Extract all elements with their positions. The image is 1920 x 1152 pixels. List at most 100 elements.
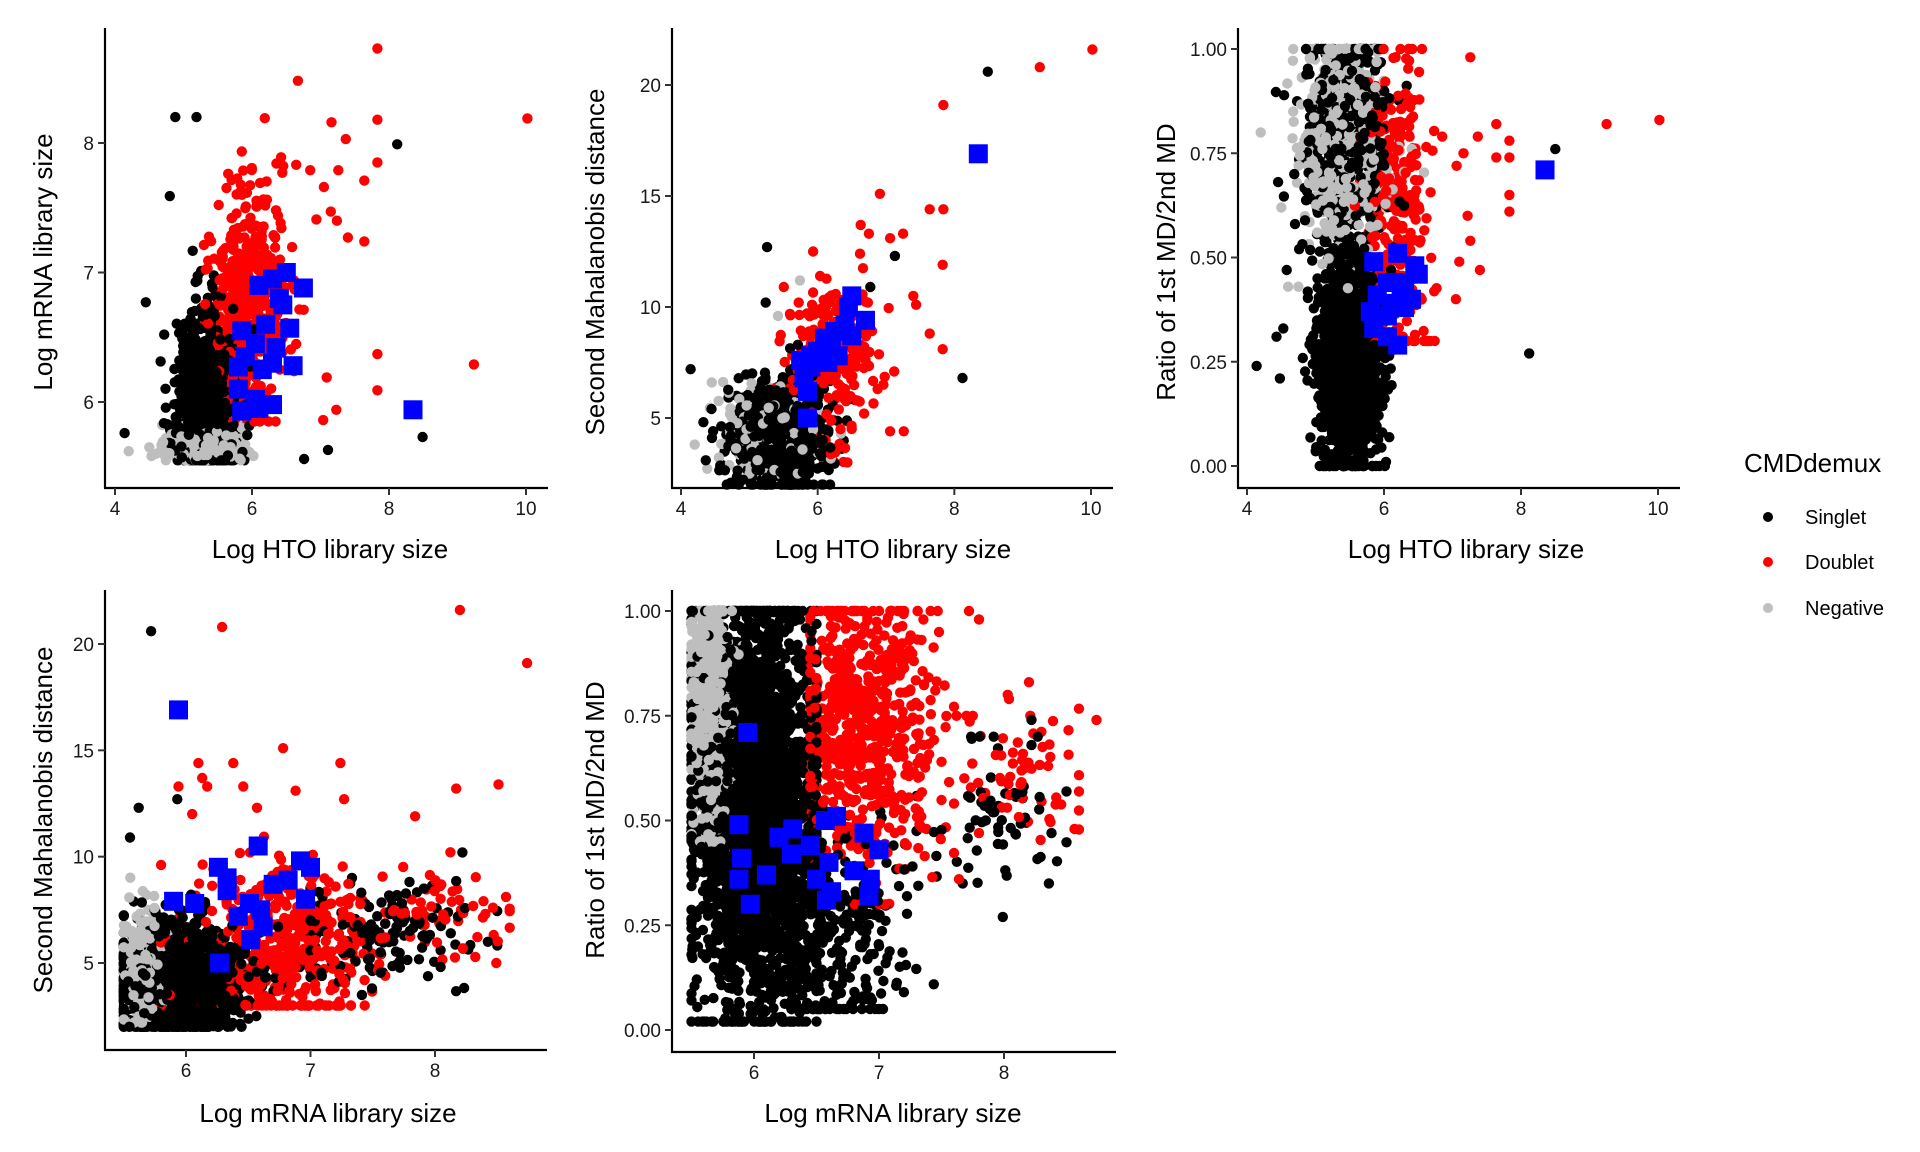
point-singlet (215, 334, 226, 345)
point-negative (746, 378, 757, 389)
point-singlet (865, 281, 876, 293)
point-singlet (778, 387, 789, 398)
point-doublet (372, 43, 383, 54)
point-singlet (760, 374, 771, 386)
y-tick-label: 7 (83, 264, 94, 285)
point-doublet (270, 205, 282, 216)
highlight-square (256, 314, 276, 334)
point-singlet (761, 393, 772, 404)
point-doublet (235, 179, 246, 190)
point-doublet (820, 301, 832, 312)
point-doublet (857, 263, 869, 274)
point-doublet (937, 259, 948, 270)
point-singlet (1302, 286, 1314, 297)
point-singlet (806, 443, 818, 454)
points-layer (685, 44, 1098, 490)
highlight-square (273, 295, 293, 315)
y-axis-title: Second Mahalanobis distance (580, 89, 610, 436)
point-singlet (158, 418, 170, 429)
y-tick-label: 10 (640, 298, 661, 319)
point-singlet (1307, 255, 1318, 266)
point-doublet (908, 290, 919, 302)
point-negative (123, 446, 134, 457)
highlight-square (228, 379, 248, 399)
point-singlet (159, 329, 170, 340)
point-singlet (797, 466, 808, 478)
point-singlet (183, 429, 194, 440)
point-negative (730, 443, 742, 454)
point-negative (1287, 55, 1299, 66)
point-singlet (228, 303, 239, 314)
point-doublet (292, 75, 304, 87)
point-doublet (874, 188, 886, 199)
point-singlet (160, 402, 171, 413)
point-singlet (982, 66, 993, 77)
point-singlet (392, 139, 403, 150)
point-doublet (326, 117, 337, 128)
point-doublet (858, 408, 870, 419)
point-singlet (170, 111, 181, 123)
point-singlet (1300, 43, 1312, 55)
point-singlet (179, 318, 190, 329)
point-doublet (835, 424, 846, 435)
point-singlet (187, 245, 198, 256)
point-singlet (202, 343, 213, 354)
points-layer (1251, 43, 1665, 472)
point-doublet (938, 99, 949, 111)
point-singlet (193, 382, 204, 393)
point-negative (724, 408, 736, 420)
point-doublet (240, 291, 251, 303)
highlight-square (283, 356, 303, 376)
point-doublet (1429, 335, 1440, 347)
point-doublet (318, 181, 330, 193)
point-singlet (171, 411, 182, 422)
point-doublet (1392, 233, 1404, 244)
point-doublet (823, 392, 834, 403)
point-singlet (191, 111, 202, 123)
y-tick-label: 20 (640, 76, 661, 97)
point-doublet (331, 215, 343, 226)
point-negative (150, 448, 162, 459)
point-singlet (1386, 380, 1397, 391)
point-doublet (240, 203, 251, 214)
point-doublet (231, 208, 242, 219)
point-singlet (816, 461, 827, 473)
point-singlet (685, 364, 696, 375)
x-tick-label: 10 (1080, 499, 1101, 520)
highlight-square (293, 278, 313, 298)
point-doublet (1403, 55, 1415, 66)
point-doublet (246, 162, 257, 174)
point-doublet (359, 236, 370, 247)
point-negative (1353, 219, 1365, 231)
point-doublet (898, 426, 909, 437)
point-singlet (197, 417, 208, 429)
point-singlet (706, 432, 718, 444)
point-doublet (821, 409, 832, 420)
point-doublet (793, 297, 804, 308)
highlight-square (797, 381, 817, 401)
point-singlet (176, 363, 187, 374)
point-doublet (305, 165, 316, 176)
point-singlet (715, 460, 726, 471)
point-singlet (191, 360, 202, 371)
point-singlet (706, 403, 717, 415)
highlight-square (232, 401, 252, 421)
y-tick-label: 6 (83, 393, 94, 414)
point-doublet (1388, 153, 1400, 164)
point-singlet (200, 309, 211, 320)
point-doublet (846, 420, 857, 431)
point-doublet (808, 303, 820, 314)
point-doublet (238, 165, 249, 176)
point-doublet (889, 366, 900, 377)
point-doublet (325, 206, 336, 217)
point-singlet (1272, 176, 1284, 188)
point-singlet (779, 400, 790, 412)
point-doublet (218, 283, 229, 294)
point-doublet (244, 180, 256, 191)
point-doublet (261, 176, 272, 187)
point-singlet (190, 293, 202, 304)
y-axis-title: Log mRNA library size (28, 133, 58, 390)
point-singlet (724, 421, 736, 433)
point-doublet (910, 299, 922, 310)
